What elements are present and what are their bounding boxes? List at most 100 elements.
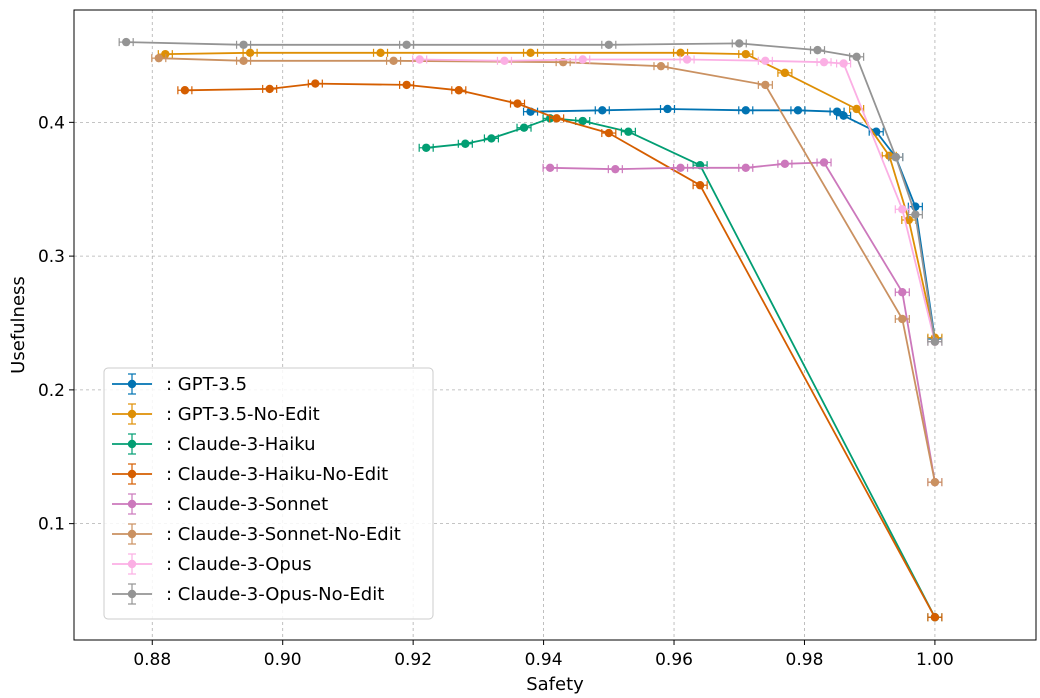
marker	[793, 106, 803, 115]
data-point	[262, 84, 278, 94]
y-axis-label: Usefulness	[8, 276, 29, 374]
data-point	[816, 57, 832, 67]
data-point	[738, 163, 754, 173]
marker	[735, 39, 744, 48]
legend-label: : Claude-3-Haiku-No-Edit	[166, 464, 388, 485]
legend-label: : Claude-3-Opus	[166, 554, 312, 575]
data-point	[907, 210, 923, 219]
marker	[161, 49, 170, 59]
data-point	[418, 143, 434, 152]
y-tick-label: 0.2	[38, 381, 65, 401]
data-point	[816, 158, 832, 167]
ticks-layer: 0.88 0.90 0.92 0.94 0.96 0.98 1.00 0.1 0.2 0.3 0.4	[38, 113, 954, 670]
data-point	[607, 164, 623, 174]
series-line	[550, 161, 936, 483]
data-point	[601, 40, 617, 49]
legend-item: : Claude-3-Sonnet-No-Edit	[112, 523, 401, 545]
series-6	[412, 55, 943, 346]
marker	[656, 61, 666, 71]
data-point	[653, 61, 669, 71]
marker	[682, 55, 692, 64]
data-point	[738, 106, 754, 115]
marker	[898, 314, 907, 324]
marker	[180, 86, 190, 95]
marker	[813, 45, 822, 55]
legend-label: : Claude-3-Haiku	[166, 434, 316, 455]
data-point	[242, 48, 258, 58]
data-point	[907, 202, 923, 211]
marker	[676, 163, 685, 173]
data-point	[927, 337, 943, 346]
data-point	[888, 152, 904, 162]
legend-item: : Claude-3-Haiku-No-Edit	[112, 463, 388, 485]
data-point	[679, 55, 695, 64]
legend-label: : Claude-3-Sonnet-No-Edit	[166, 524, 401, 545]
marker	[239, 56, 248, 66]
legend-label: : GPT-3.5	[166, 374, 247, 395]
data-point	[809, 45, 826, 55]
x-tick-label: 0.90	[264, 650, 302, 670]
legend-box	[103, 367, 434, 620]
x-tick-label: 0.94	[525, 650, 563, 670]
marker	[598, 106, 607, 115]
data-point	[235, 40, 252, 49]
data-point	[894, 288, 910, 297]
marker	[376, 48, 385, 58]
x-tick-label: 0.88	[133, 650, 171, 670]
marker	[898, 205, 907, 214]
marker	[604, 40, 614, 49]
data-point	[927, 613, 943, 622]
marker	[265, 84, 274, 94]
marker	[415, 55, 424, 64]
marker	[604, 128, 614, 138]
legend-marker	[127, 469, 137, 479]
marker	[402, 40, 411, 49]
legend-item: : Claude-3-Opus-No-Edit	[112, 583, 384, 605]
data-point	[399, 80, 415, 90]
legend-marker	[127, 409, 137, 419]
marker	[761, 56, 770, 66]
legend-marker	[127, 529, 137, 539]
legend-marker	[127, 559, 137, 569]
marker	[526, 48, 535, 58]
y-tick-label: 0.4	[38, 113, 65, 133]
legend-marker	[127, 499, 137, 509]
data-point	[790, 106, 806, 115]
series-line	[184, 82, 936, 618]
y-tick-label: 0.1	[38, 515, 65, 535]
data-point	[522, 48, 539, 58]
data-point	[457, 139, 473, 148]
data-point	[118, 37, 134, 47]
data-point	[757, 56, 773, 66]
marker	[389, 56, 398, 66]
x-tick-label: 1.00	[916, 650, 954, 670]
marker	[930, 613, 940, 622]
legend-item: : GPT-3.5	[112, 373, 247, 395]
marker	[578, 55, 587, 64]
data-point	[849, 52, 865, 62]
data-point	[235, 56, 252, 66]
series-layer	[118, 37, 943, 622]
data-point	[659, 104, 676, 114]
series-line	[419, 58, 936, 342]
marker	[741, 163, 750, 173]
marker	[461, 139, 470, 148]
x-tick-label: 0.92	[394, 650, 432, 670]
marker	[519, 123, 529, 132]
data-point	[777, 159, 793, 169]
data-point	[496, 56, 513, 66]
marker	[780, 68, 790, 78]
data-point	[594, 106, 610, 115]
x-axis-label: Safety	[526, 674, 584, 695]
data-point	[412, 55, 428, 64]
series-2	[418, 114, 943, 622]
marker	[832, 107, 842, 116]
marker	[741, 106, 750, 115]
x-tick-label: 0.98	[786, 650, 824, 670]
marker	[839, 111, 848, 120]
series-7	[118, 37, 943, 346]
data-point	[151, 53, 167, 63]
marker	[663, 104, 672, 114]
data-point	[672, 163, 689, 173]
marker	[121, 37, 131, 47]
